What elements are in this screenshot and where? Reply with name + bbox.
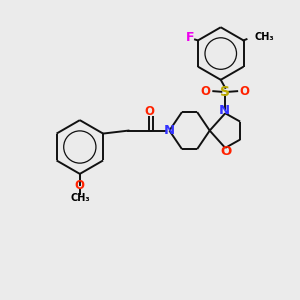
Text: N: N: [219, 104, 230, 117]
Text: O: O: [75, 179, 85, 192]
Text: CH₃: CH₃: [70, 193, 90, 203]
Text: CH₃: CH₃: [254, 32, 274, 42]
Text: O: O: [144, 105, 154, 118]
Text: O: O: [201, 85, 211, 98]
Text: N: N: [164, 124, 175, 137]
Text: O: O: [240, 85, 250, 98]
Text: O: O: [221, 145, 232, 158]
Text: F: F: [185, 31, 194, 44]
Text: S: S: [220, 85, 230, 99]
